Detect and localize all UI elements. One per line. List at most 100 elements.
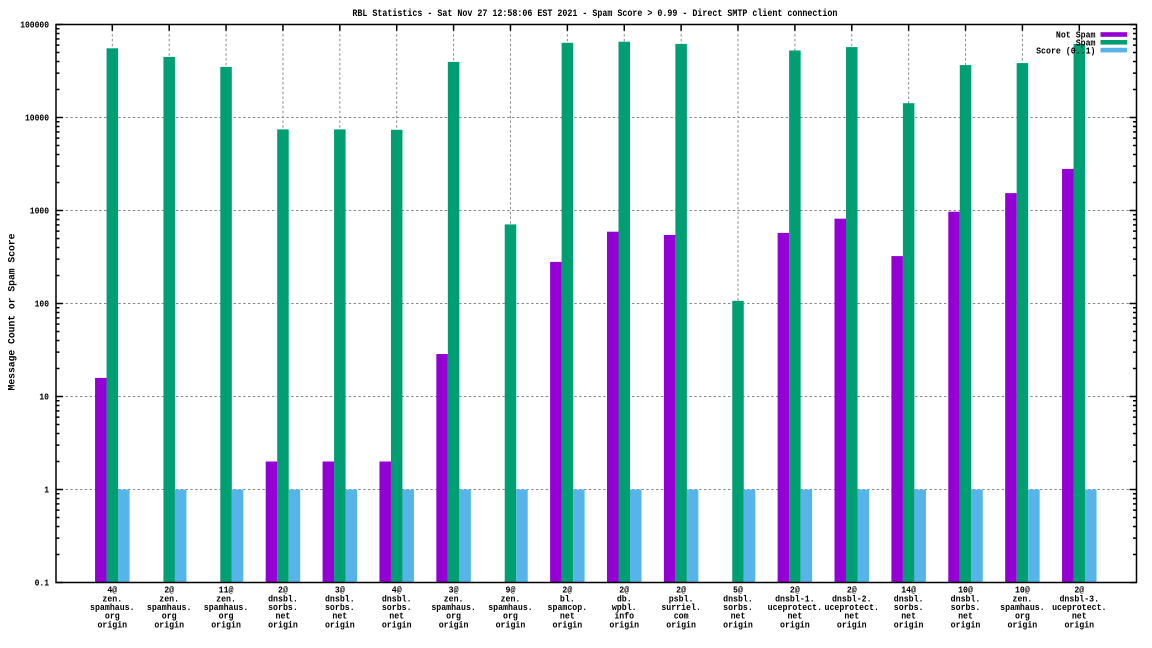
svg-text:net: net: [276, 611, 291, 622]
svg-text:bl.: bl.: [560, 593, 575, 604]
svg-text:origin: origin: [666, 619, 696, 630]
svg-text:2@: 2@: [1074, 585, 1084, 596]
svg-text:net: net: [332, 611, 347, 622]
svg-text:dnsbl.: dnsbl.: [268, 593, 298, 604]
svg-text:origin: origin: [154, 619, 184, 630]
svg-text:dnsbl-2.: dnsbl-2.: [832, 593, 872, 604]
svg-text:origin: origin: [1064, 619, 1094, 630]
svg-text:dnsbl.: dnsbl.: [951, 593, 981, 604]
svg-text:Score (0..1): Score (0..1): [1036, 45, 1095, 56]
svg-text:origin: origin: [951, 619, 981, 630]
svg-text:0.1: 0.1: [35, 579, 50, 589]
svg-text:origin: origin: [496, 619, 526, 630]
svg-text:origin: origin: [325, 619, 355, 630]
svg-text:net: net: [901, 611, 916, 622]
svg-text:spamhaus.: spamhaus.: [147, 602, 192, 613]
svg-text:info: info: [614, 611, 634, 622]
svg-text:sorbs.: sorbs.: [268, 602, 298, 613]
svg-text:2@: 2@: [164, 585, 174, 596]
svg-text:wpbl.: wpbl.: [612, 602, 637, 613]
svg-text:org: org: [446, 611, 461, 622]
svg-text:zen.: zen.: [444, 593, 464, 604]
svg-text:sorbs.: sorbs.: [894, 602, 924, 613]
svg-text:2@: 2@: [562, 585, 572, 596]
svg-text:2@: 2@: [676, 585, 686, 596]
svg-text:net: net: [958, 611, 973, 622]
svg-text:14@: 14@: [901, 585, 916, 596]
svg-text:zen.: zen.: [501, 593, 521, 604]
svg-text:spamhaus.: spamhaus.: [1000, 602, 1045, 613]
svg-text:dnsbl-1.: dnsbl-1.: [775, 593, 815, 604]
svg-text:sorbs.: sorbs.: [382, 602, 412, 613]
svg-text:5@: 5@: [733, 585, 743, 596]
svg-text:uceprotect.: uceprotect.: [768, 602, 822, 613]
svg-text:1000: 1000: [30, 207, 49, 217]
svg-text:origin: origin: [837, 619, 867, 630]
svg-text:1: 1: [44, 486, 49, 496]
svg-text:2@: 2@: [619, 585, 629, 596]
svg-text:org: org: [1015, 611, 1030, 622]
svg-text:org: org: [219, 611, 234, 622]
svg-text:db.: db.: [617, 593, 632, 604]
svg-text:zen.: zen.: [1013, 593, 1033, 604]
svg-text:org: org: [105, 611, 120, 622]
svg-text:net: net: [731, 611, 746, 622]
svg-text:dnsbl-3.: dnsbl-3.: [1059, 593, 1099, 604]
svg-text:zen.: zen.: [216, 593, 236, 604]
svg-text:origin: origin: [211, 619, 241, 630]
svg-text:4@: 4@: [392, 585, 402, 596]
svg-text:origin: origin: [268, 619, 298, 630]
svg-text:origin: origin: [1008, 619, 1038, 630]
svg-text:psbl.: psbl.: [669, 593, 694, 604]
svg-text:origin: origin: [553, 619, 583, 630]
svg-text:uceprotect.: uceprotect.: [825, 602, 879, 613]
svg-text:10: 10: [39, 393, 49, 403]
svg-text:10@: 10@: [958, 585, 973, 596]
svg-text:origin: origin: [780, 619, 810, 630]
svg-text:origin: origin: [439, 619, 469, 630]
svg-text:net: net: [389, 611, 404, 622]
svg-text:origin: origin: [723, 619, 753, 630]
svg-text:100: 100: [35, 300, 49, 310]
svg-text:sorbs.: sorbs.: [325, 602, 355, 613]
svg-text:sorbs.: sorbs.: [951, 602, 981, 613]
svg-text:net: net: [844, 611, 859, 622]
svg-text:net: net: [560, 611, 575, 622]
svg-text:surriel.: surriel.: [661, 602, 701, 613]
svg-text:org: org: [162, 611, 177, 622]
svg-text:3@: 3@: [449, 585, 459, 596]
svg-text:spamhaus.: spamhaus.: [204, 602, 249, 613]
svg-text:3@: 3@: [335, 585, 345, 596]
svg-text:dnsbl.: dnsbl.: [894, 593, 924, 604]
svg-text:sorbs.: sorbs.: [723, 602, 753, 613]
svg-text:dnsbl.: dnsbl.: [382, 593, 412, 604]
svg-text:spamhaus.: spamhaus.: [488, 602, 533, 613]
svg-text:zen.: zen.: [159, 593, 179, 604]
svg-text:100000: 100000: [20, 21, 49, 31]
svg-text:com: com: [674, 611, 689, 622]
svg-text:origin: origin: [609, 619, 639, 630]
svg-text:10@: 10@: [1015, 585, 1030, 596]
svg-text:2@: 2@: [790, 585, 800, 596]
svg-text:Message Count or Spam Score: Message Count or Spam Score: [7, 233, 18, 390]
svg-text:RBL Statistics - Sat Nov 27 12: RBL Statistics - Sat Nov 27 12:58:06 EST…: [352, 8, 837, 20]
svg-text:Not Spam: Not Spam: [1056, 30, 1096, 41]
svg-text:dnsbl.: dnsbl.: [723, 593, 753, 604]
svg-text:origin: origin: [97, 619, 127, 630]
svg-text:dnsbl.: dnsbl.: [325, 593, 355, 604]
svg-text:zen.: zen.: [102, 593, 122, 604]
svg-text:9@: 9@: [506, 585, 516, 596]
svg-text:Spam: Spam: [1076, 38, 1096, 49]
svg-text:2@: 2@: [278, 585, 288, 596]
svg-text:2@: 2@: [847, 585, 857, 596]
svg-text:origin: origin: [382, 619, 412, 630]
svg-text:org: org: [503, 611, 518, 622]
svg-text:10000: 10000: [25, 114, 49, 124]
svg-text:net: net: [1072, 611, 1087, 622]
svg-text:net: net: [787, 611, 802, 622]
svg-text:origin: origin: [894, 619, 924, 630]
svg-text:spamcop.: spamcop.: [548, 602, 588, 613]
svg-text:spamhaus.: spamhaus.: [431, 602, 476, 613]
svg-text:4@: 4@: [107, 585, 117, 596]
svg-text:spamhaus.: spamhaus.: [90, 602, 135, 613]
